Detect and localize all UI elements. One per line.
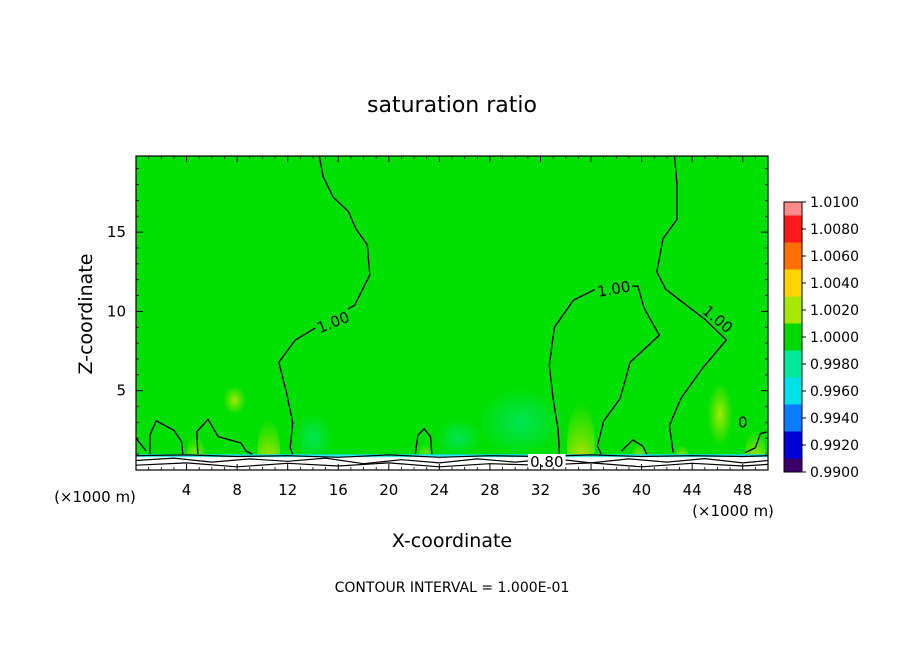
colorbar-label: 0.9940	[810, 411, 859, 427]
contour-label-bg	[698, 301, 737, 337]
colorbar-swatch	[784, 350, 802, 365]
contour-line	[656, 156, 727, 453]
contour-line	[744, 431, 767, 454]
contour-label-bg	[736, 414, 749, 430]
field-layer	[136, 382, 768, 470]
colorbar-label: 1.0100	[810, 195, 859, 211]
colorbar-swatch	[784, 377, 802, 392]
contour-label: 1.00	[593, 277, 634, 301]
y-tick-label: 5	[116, 382, 126, 400]
contour-line	[548, 285, 660, 455]
colorbar-swatch	[784, 229, 802, 243]
plot-area: 1.001.001.0000.80	[135, 155, 769, 471]
colorbar-label: 0.9900	[810, 465, 859, 481]
surface-edge	[136, 454, 768, 458]
near-surface-contour	[136, 462, 768, 468]
colorbar-swatch	[784, 296, 802, 311]
colorbar-swatch	[784, 256, 802, 270]
x-axis: 4 8 12 16 20 24 28 32 36 40 44 48	[148, 156, 756, 499]
x-unit-left: (×1000 m)	[54, 488, 136, 506]
contour-label-text: 1.00	[596, 277, 632, 301]
colorbar-swatch	[784, 364, 802, 378]
colorbar-swatch	[784, 458, 802, 473]
supersaturation-region	[257, 419, 281, 470]
x-tick-label: 32	[531, 481, 550, 499]
contour-label-text: 0.80	[530, 453, 563, 471]
colorbar: 1.0100 1.0080 1.0060 1.0040 1.0020 1.0000 0.99…	[783, 195, 859, 481]
supersaturation-region	[707, 382, 733, 447]
contour-line	[149, 420, 184, 455]
colorbar-label: 1.0080	[810, 222, 859, 238]
colorbar-swatch	[784, 431, 802, 446]
y-axis: 5 10 15	[107, 168, 768, 455]
supersaturation-region	[567, 401, 595, 470]
colorbar-swatch	[784, 242, 802, 257]
contour-label-bg	[528, 454, 566, 470]
colorbar-label: 0.9980	[810, 357, 859, 373]
colorbar-swatch	[784, 404, 802, 419]
y-tick-label: 15	[107, 223, 126, 241]
supersaturation-region	[223, 385, 246, 415]
contour-line	[414, 428, 433, 455]
contour-label-bg	[312, 308, 354, 337]
colorbar-swatch	[784, 269, 802, 284]
x-tick-label: 48	[733, 481, 752, 499]
x-tick-label: 4	[182, 481, 192, 499]
x-tick-label: 16	[329, 481, 348, 499]
y-tick-label: 10	[107, 302, 126, 320]
x-unit-right: (×1000 m)	[692, 502, 774, 520]
contour-label-bg	[593, 278, 634, 300]
surface-band	[136, 454, 768, 470]
colorbar-swatch	[784, 445, 802, 459]
y-axis-label: Z-coordinate	[75, 254, 97, 375]
colorbar-swatch	[784, 202, 802, 216]
low-saturation-region	[292, 412, 334, 464]
colorbar-label: 1.0040	[810, 276, 859, 292]
x-axis-label: X-coordinate	[392, 530, 512, 552]
colorbar-swatch	[784, 418, 802, 432]
low-saturation-region	[477, 387, 566, 458]
low-saturation-region	[435, 419, 482, 458]
near-surface-contour	[136, 457, 768, 465]
x-tick-label: 8	[232, 481, 242, 499]
contour-layer	[136, 156, 767, 455]
x-tick-label: 28	[480, 481, 499, 499]
contour-label-text: 0	[738, 413, 748, 431]
colorbar-swatch	[784, 337, 802, 351]
surface-layer	[136, 454, 768, 468]
x-tick-label: 24	[430, 481, 449, 499]
contour-label: 0.80	[528, 453, 566, 471]
colorbar-label: 0.9920	[810, 438, 859, 454]
x-tick-label: 40	[632, 481, 651, 499]
colorbar-swatch	[784, 215, 802, 230]
x-tick-label: 36	[581, 481, 600, 499]
contour-interval-note: CONTOUR INTERVAL = 1.000E-01	[335, 580, 570, 596]
x-tick-label: 20	[379, 481, 398, 499]
x-tick-label: 12	[278, 481, 297, 499]
colorbar-swatch	[784, 391, 802, 405]
colorbar-label: 0.9960	[810, 384, 859, 400]
colorbar-swatch	[784, 310, 802, 324]
colorbar-swatch	[784, 323, 802, 338]
contour-line	[620, 439, 648, 455]
contour-line	[278, 156, 371, 455]
plot-background	[136, 156, 768, 470]
near-surface-contour	[136, 454, 768, 458]
colorbar-label: 1.0000	[810, 330, 859, 346]
contour-line	[136, 437, 147, 452]
contour-line	[196, 418, 253, 455]
colorbar-swatch	[784, 283, 802, 297]
colorbar-label: 1.0020	[810, 303, 859, 319]
x-tick-label: 44	[683, 481, 702, 499]
colorbar-label: 1.0060	[810, 249, 859, 265]
contour-label: 0	[736, 413, 749, 431]
chart-title: saturation ratio	[367, 93, 537, 118]
